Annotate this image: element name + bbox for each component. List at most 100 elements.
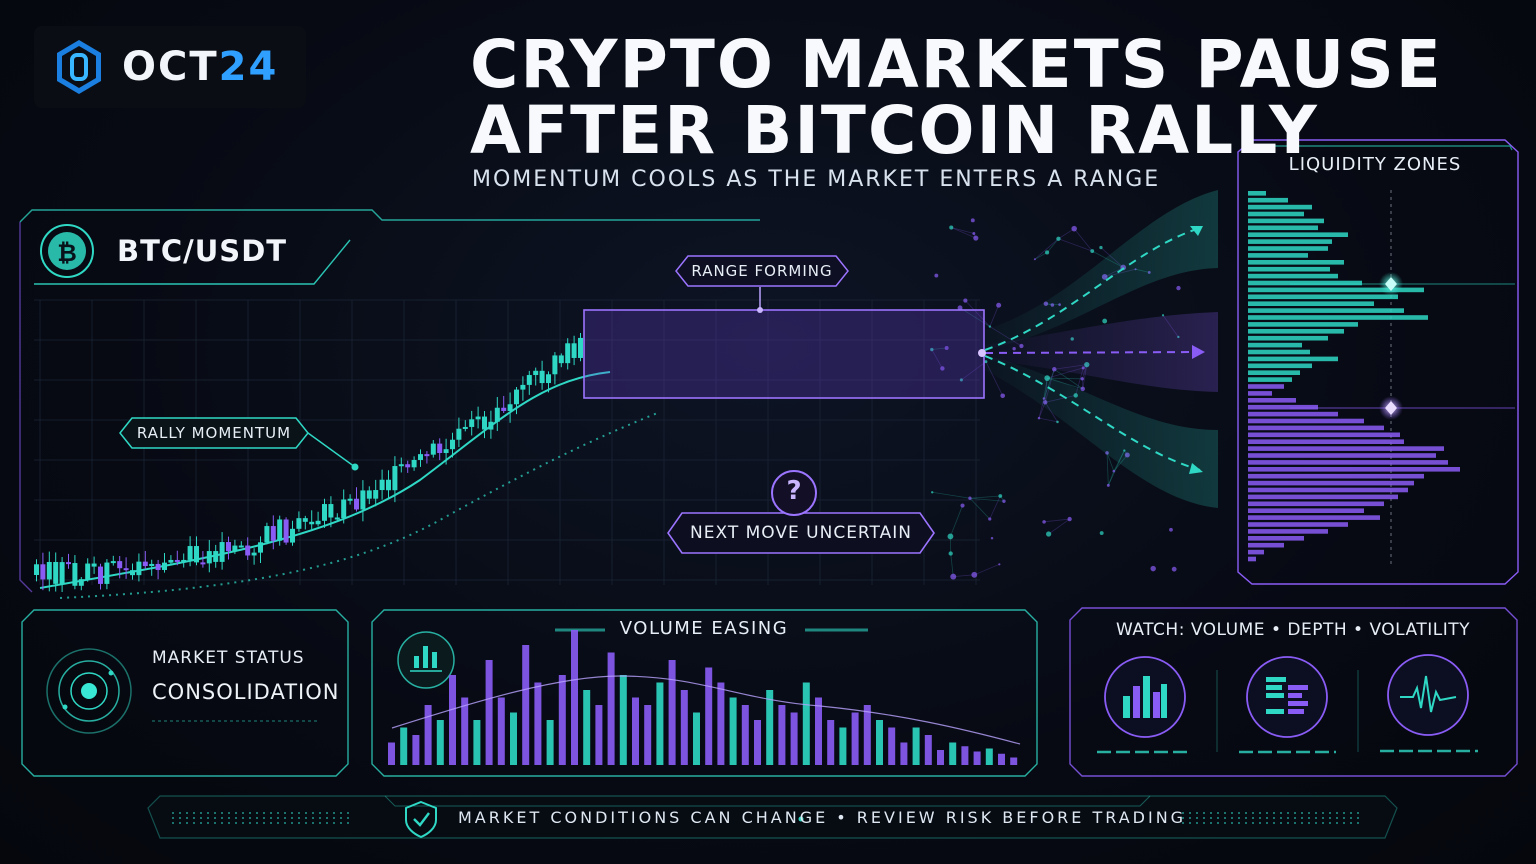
- candle: [245, 545, 251, 556]
- footer-dot: [340, 822, 342, 824]
- liquidity-bar: [1248, 453, 1436, 458]
- network-node: [1090, 249, 1095, 254]
- network-node: [1099, 531, 1104, 536]
- rally-momentum-label: RALLY MOMENTUM: [136, 424, 292, 442]
- liquidity-bar: [1248, 480, 1414, 486]
- footer-dot: [1245, 817, 1247, 819]
- brand-accent: 24: [218, 44, 279, 90]
- liquidity-bar: [1248, 191, 1266, 196]
- network-node: [1106, 483, 1110, 487]
- footer-dot: [256, 822, 258, 824]
- liquidity-bar: [1248, 529, 1328, 534]
- liquidity-bar: [1248, 335, 1328, 341]
- footer-dot: [347, 812, 349, 814]
- volume-bar: [424, 705, 432, 765]
- footer-dot: [1203, 822, 1205, 824]
- footer-dot: [298, 822, 300, 824]
- footer-dot: [1350, 812, 1352, 814]
- footer-dot: [221, 812, 223, 814]
- footer-dot: [1231, 822, 1233, 824]
- network-node: [1150, 565, 1156, 572]
- candle: [539, 370, 545, 384]
- footer-dot: [1329, 817, 1331, 819]
- volume-bar: [985, 748, 993, 765]
- footer-dot: [298, 817, 300, 819]
- footer-dot: [1196, 817, 1198, 819]
- liquidity-bar: [1248, 308, 1404, 313]
- footer-dot: [256, 817, 258, 819]
- liquidity-bar: [1248, 273, 1338, 279]
- candle: [302, 518, 308, 522]
- footer-dot: [333, 812, 335, 814]
- footer-dot: [1224, 822, 1226, 824]
- liquidity-bar: [1248, 315, 1428, 320]
- candle: [117, 561, 123, 569]
- candle: [462, 426, 468, 429]
- footer-banner: [147, 795, 1398, 839]
- liquidity-bar: [1248, 536, 1304, 541]
- footer-dot: [263, 817, 265, 819]
- footer-dot: [172, 812, 174, 814]
- candle: [552, 355, 558, 375]
- volume-bar: [693, 712, 700, 765]
- candle: [40, 564, 46, 580]
- volume-bar: [436, 720, 444, 765]
- footer-dot: [1266, 812, 1268, 814]
- volume-bar: [485, 660, 493, 765]
- network-node: [973, 235, 979, 241]
- liquidity-bar: [1248, 329, 1344, 334]
- liquidity-bar: [1248, 487, 1408, 493]
- candle: [200, 562, 206, 565]
- volume-bar: [534, 682, 542, 765]
- footer-dot: [291, 817, 293, 819]
- footer-dot: [1210, 822, 1212, 824]
- volume-bar: [790, 712, 798, 765]
- candle: [418, 454, 423, 460]
- volume-bar: [717, 682, 725, 765]
- candle: [373, 490, 379, 499]
- footer-dot: [1252, 812, 1254, 814]
- volatility-pulse-icon: [1387, 654, 1469, 736]
- footer-dot: [277, 812, 279, 814]
- footer-dot: [270, 822, 272, 824]
- footer-dot: [291, 822, 293, 824]
- footer-dot: [249, 817, 251, 819]
- network-node: [1042, 520, 1046, 524]
- footer-dot: [1182, 822, 1184, 824]
- footer-dot: [1266, 817, 1268, 819]
- liquidity-bar: [1248, 363, 1312, 369]
- volume-bar: [668, 660, 676, 765]
- footer-dot: [1357, 817, 1359, 819]
- volume-bar: [558, 675, 566, 765]
- liquidity-bar: [1248, 549, 1264, 555]
- footer-dot: [1245, 812, 1247, 814]
- footer-dot: [214, 817, 216, 819]
- projection-fans: [984, 190, 1218, 508]
- footer-dot: [326, 812, 328, 814]
- network-node: [970, 218, 975, 223]
- network-node: [1071, 225, 1077, 232]
- candle: [110, 561, 116, 564]
- liquidity-bar: [1248, 204, 1312, 210]
- footer-dot: [1280, 817, 1282, 819]
- candle: [392, 466, 398, 491]
- footer-dot: [1224, 817, 1226, 819]
- footer-dot: [1315, 812, 1317, 814]
- volume-chart-icon: [397, 631, 455, 689]
- svg-text:₿: ₿: [57, 239, 77, 267]
- network-node: [1112, 469, 1116, 473]
- network-node: [998, 563, 1001, 566]
- liquidity-zones-title: LIQUIDITY ZONES: [1288, 154, 1462, 175]
- network-node: [1002, 499, 1006, 503]
- candle: [174, 559, 180, 562]
- footer-dot: [1238, 817, 1240, 819]
- candle: [578, 337, 583, 358]
- footer-dot: [235, 812, 237, 814]
- volume-bar: [827, 720, 835, 765]
- footer-dot: [1329, 812, 1331, 814]
- candle: [136, 561, 142, 576]
- candle: [565, 343, 571, 364]
- footer-dot: [242, 812, 244, 814]
- candle: [558, 355, 564, 364]
